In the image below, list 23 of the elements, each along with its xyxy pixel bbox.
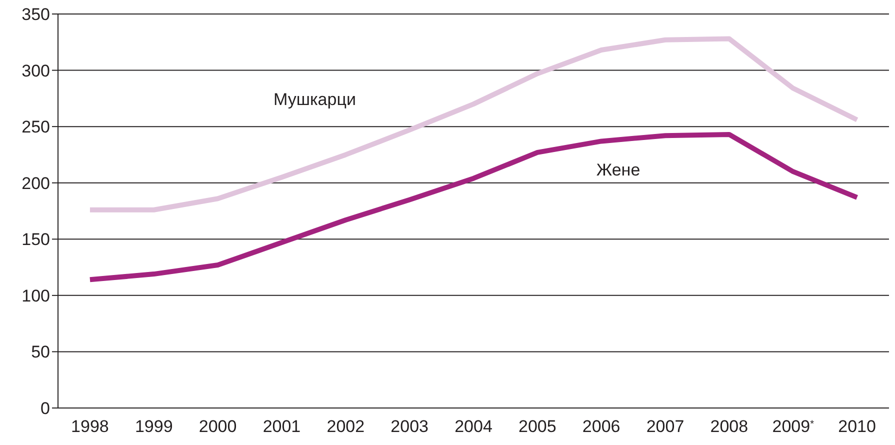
x-tick-label: 2002	[326, 417, 365, 436]
x-tick-label: 2006	[582, 417, 620, 436]
x-tick-label: 2010	[838, 417, 876, 436]
x-tick-label: 2003	[390, 417, 428, 436]
x-tick-label: 1998	[71, 417, 109, 436]
series-label: Жене	[596, 160, 640, 180]
x-tick-label: 2008	[710, 417, 748, 436]
y-tick-label: 350	[22, 5, 50, 24]
x-tick-label: 2004	[454, 417, 492, 436]
x-tick-label: 2009$^{*}$	[772, 417, 814, 436]
y-tick-label: 250	[22, 118, 50, 137]
y-tick-label: 200	[22, 174, 50, 193]
x-tick-label: 1999	[134, 417, 173, 436]
y-tick-label: 300	[22, 61, 50, 80]
x-tick-label: 2001	[262, 417, 301, 436]
x-tick-label: 2005	[518, 417, 556, 436]
y-tick-label: 50	[31, 342, 50, 362]
y-tick-label: 100	[22, 286, 50, 306]
text: Мушкарци	[274, 90, 356, 110]
y-tick-label: 150	[22, 230, 50, 250]
x-tick-label: 2007	[646, 417, 684, 436]
x-tick-label: 2000	[198, 417, 237, 436]
y-tick-label: 0	[40, 399, 50, 418]
